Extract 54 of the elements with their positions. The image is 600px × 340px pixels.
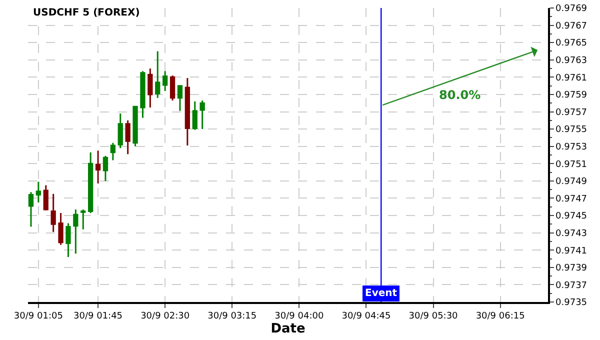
annotation: 80.0%	[439, 88, 481, 102]
candlestick	[170, 74, 176, 102]
candlestick	[102, 155, 108, 182]
y-tick-label: 0.9747	[556, 194, 588, 204]
candlestick	[80, 208, 86, 230]
y-tick-label: 0.9755	[556, 125, 588, 136]
candlestick	[177, 85, 183, 112]
candlestick	[132, 106, 138, 148]
y-tick-label: 0.9761	[556, 73, 588, 84]
candlestick	[73, 208, 78, 254]
candlestick	[192, 100, 198, 131]
x-tick-label: 30/9 05:30	[408, 312, 458, 322]
candlestick	[95, 150, 101, 184]
y-tick-label: 0.9737	[556, 280, 588, 291]
y-tick-label: 0.9743	[556, 228, 588, 239]
candlestick	[50, 193, 56, 233]
y-tick-label: 0.9763	[556, 56, 588, 66]
candlestick	[155, 50, 160, 99]
x-tick-label: 30/9 06:15	[476, 312, 525, 322]
y-tick-label: 0.9741	[556, 246, 588, 256]
candlestick	[43, 184, 48, 212]
candlestick	[140, 70, 146, 119]
y-tick-label: 0.9735	[556, 298, 588, 308]
candlestick	[162, 70, 168, 92]
y-tick-label: 0.9759	[556, 90, 588, 101]
x-tick-label: 30/9 04:00	[274, 312, 324, 322]
candlestick	[148, 68, 153, 108]
y-tick-label: 0.9753	[556, 142, 588, 152]
candlestick	[36, 181, 42, 204]
x-tick-label: 30/9 02:30	[140, 312, 190, 322]
y-tick-label: 0.9751	[556, 160, 588, 170]
candlestick	[28, 191, 34, 228]
candlestick	[118, 112, 123, 149]
ref-line-label: Event	[365, 288, 398, 299]
candlestick	[58, 212, 64, 246]
candlestick	[200, 100, 205, 130]
x-tick-label: 30/9 01:05	[14, 312, 63, 322]
candlestick	[66, 222, 71, 258]
x-axis-title: Date	[270, 322, 306, 337]
y-tick-label: 0.9769	[556, 4, 588, 14]
x-tick-label: 30/9 01:45	[74, 312, 123, 322]
y-tick-label: 0.9745	[556, 212, 588, 222]
y-tick-label: 0.9765	[556, 38, 588, 49]
x-tick-label: 30/9 03:15	[208, 312, 257, 322]
x-tick-label: 30/9 04:45	[342, 312, 391, 322]
candlestick	[184, 77, 190, 146]
y-tick-label: 0.9757	[556, 108, 588, 118]
y-tick-label: 0.9767	[556, 21, 588, 32]
chart-title: USDCHF 5 (FOREX)	[33, 8, 140, 18]
candlestick	[125, 120, 130, 155]
candlestick	[110, 142, 116, 161]
y-tick-label: 0.9749	[556, 177, 588, 188]
candlestick	[88, 152, 94, 214]
y-tick-label: 0.9739	[556, 264, 588, 274]
